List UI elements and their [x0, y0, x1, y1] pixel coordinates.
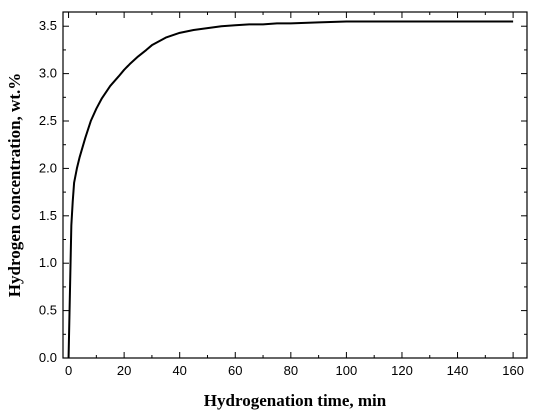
x-tick-label: 80	[284, 363, 298, 378]
y-tick-label: 1.0	[39, 255, 57, 270]
x-axis-label: Hydrogenation time, min	[204, 391, 387, 410]
plot-frame	[62, 11, 528, 359]
series-line	[67, 20, 514, 359]
x-tick-label: 60	[228, 363, 242, 378]
x-tick-label: 120	[391, 363, 413, 378]
y-tick-label: 0.0	[39, 350, 57, 365]
tick-labels: 0 20 40 60 80 100 120 140 160 0.0 0.5 1.0 1.5 2.0 2.5 3…	[39, 18, 524, 378]
y-tick-label: 2.5	[39, 113, 57, 128]
x-tick-label: 100	[336, 363, 358, 378]
axis-ticks	[63, 12, 527, 359]
y-tick-label: 1.5	[39, 208, 57, 223]
x-tick-label: 0	[65, 363, 72, 378]
y-axis-label: Hydrogen concentration, wt.%	[5, 73, 24, 297]
x-tick-label: 140	[447, 363, 469, 378]
x-tick-label: 40	[172, 363, 186, 378]
x-tick-label: 20	[117, 363, 131, 378]
series-group	[67, 20, 514, 359]
y-tick-label: 0.5	[39, 303, 57, 318]
x-tick-label: 160	[502, 363, 524, 378]
y-tick-label: 2.0	[39, 160, 57, 175]
y-tick-label: 3.0	[39, 66, 57, 81]
y-tick-label: 3.5	[39, 18, 57, 33]
plot-area	[62, 11, 528, 359]
